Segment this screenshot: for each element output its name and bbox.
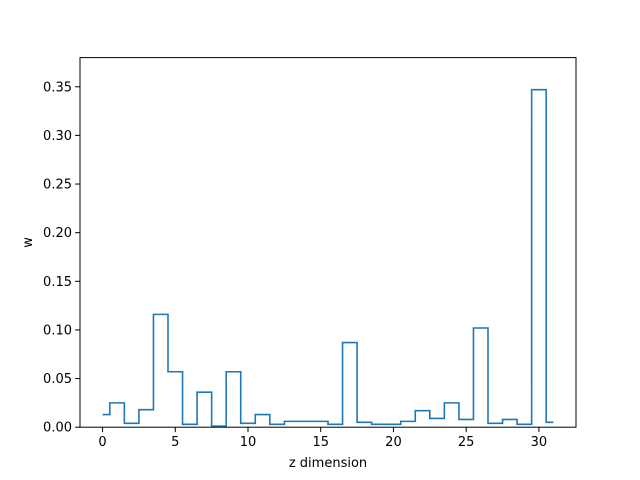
x-axis: 0 5 10 15 20 25 30: [98, 427, 547, 450]
x-tick-label: 30: [531, 435, 548, 450]
plot-frame: [79, 57, 577, 428]
series-step-line: [102, 88, 554, 428]
x-tick-label: 25: [458, 435, 475, 450]
y-tick-label: 0.10: [43, 323, 72, 338]
x-axis-label: z dimension: [289, 456, 367, 471]
y-tick-label: 0.00: [43, 421, 72, 436]
y-axis-label: w: [21, 237, 36, 248]
x-tick-label: 20: [385, 435, 402, 450]
y-tick-label: 0.20: [43, 226, 72, 241]
x-tick-label: 15: [312, 435, 329, 450]
y-tick-label: 0.05: [43, 372, 72, 387]
y-tick-label: 0.30: [43, 129, 72, 144]
y-axis: 0.00 0.05 0.10 0.15 0.20 0.25 0.30 0.35: [43, 80, 80, 436]
x-tick-label: 0: [98, 435, 106, 450]
x-tick-label: 10: [240, 435, 257, 450]
x-tick-label: 5: [171, 435, 179, 450]
y-tick-label: 0.35: [43, 80, 72, 95]
y-tick-label: 0.15: [43, 275, 72, 290]
y-tick-label: 0.25: [43, 178, 72, 193]
